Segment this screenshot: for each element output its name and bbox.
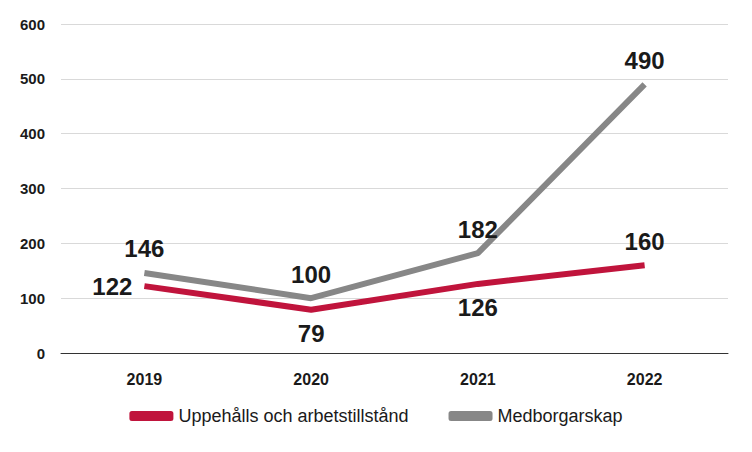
svg-text:200: 200 [20,235,45,252]
svg-text:146: 146 [124,235,164,262]
svg-text:160: 160 [625,228,665,255]
svg-text:600: 600 [20,16,45,33]
svg-text:79: 79 [298,320,325,347]
svg-text:300: 300 [20,180,45,197]
svg-text:126: 126 [458,294,498,321]
svg-text:490: 490 [625,47,665,74]
svg-text:500: 500 [20,70,45,87]
svg-text:2019: 2019 [127,371,163,388]
svg-text:2020: 2020 [293,371,329,388]
svg-text:2021: 2021 [460,371,496,388]
svg-text:2022: 2022 [627,371,663,388]
svg-text:Uppehålls och arbetstillstånd: Uppehålls och arbetstillstånd [178,406,408,426]
svg-text:100: 100 [20,290,45,307]
svg-text:182: 182 [458,216,498,243]
svg-text:100: 100 [291,261,331,288]
svg-text:400: 400 [20,125,45,142]
svg-text:Medborgarskap: Medborgarskap [498,406,623,426]
svg-text:122: 122 [92,273,132,300]
svg-text:0: 0 [37,345,45,362]
